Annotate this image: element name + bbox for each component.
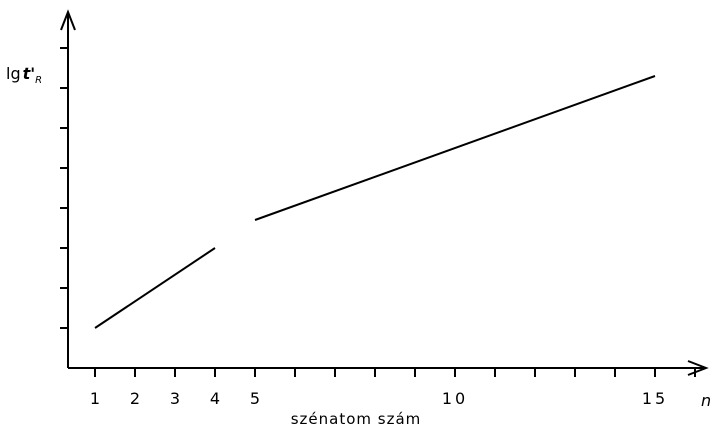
y-axis [60, 9, 76, 368]
data-series [94, 75, 656, 329]
y-axis-label-subscript: R [35, 75, 42, 86]
series-line-segment [254, 75, 656, 221]
x-tick-label: 10 [442, 389, 468, 408]
x-tick-label: 4 [210, 389, 220, 408]
x-tick-label: 5 [250, 389, 260, 408]
y-ticks [60, 47, 68, 329]
y-axis-label-symbol: t' [23, 64, 36, 83]
x-axis-symbol: n [701, 391, 711, 410]
y-axis-label-prefix: lg [6, 64, 21, 83]
x-tick-label: 15 [642, 389, 668, 408]
y-axis-label: lg t'R [6, 64, 42, 86]
x-tick-label: 3 [170, 389, 180, 408]
series-line-segment [94, 247, 216, 329]
x-tick-labels: 1 2 3 4 5 10 15 [90, 389, 668, 408]
x-tick-label: 2 [130, 389, 140, 408]
y-axis-arrow [60, 9, 76, 31]
x-ticks [94, 368, 696, 377]
x-tick-label: 1 [90, 389, 100, 408]
x-axis-label: szénatom szám [291, 410, 422, 427]
x-axis [68, 360, 709, 376]
